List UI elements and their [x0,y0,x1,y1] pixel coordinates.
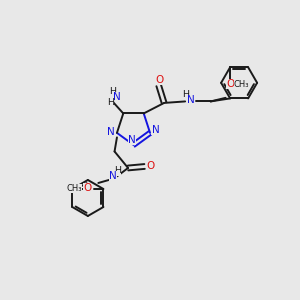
Text: O: O [226,79,234,89]
Text: N: N [113,92,121,102]
Text: H: H [107,98,114,107]
Text: N: N [109,171,117,182]
Text: N: N [128,135,136,145]
Text: H: H [182,90,190,99]
Text: H: H [114,167,122,176]
Text: CH₃: CH₃ [67,184,82,193]
Text: O: O [155,74,164,85]
Text: H: H [109,87,116,96]
Text: O: O [146,161,155,171]
Text: N: N [152,125,159,135]
Text: CH₃: CH₃ [234,80,249,88]
Text: O: O [83,183,92,194]
Text: N: N [107,127,115,137]
Text: N: N [187,95,195,105]
